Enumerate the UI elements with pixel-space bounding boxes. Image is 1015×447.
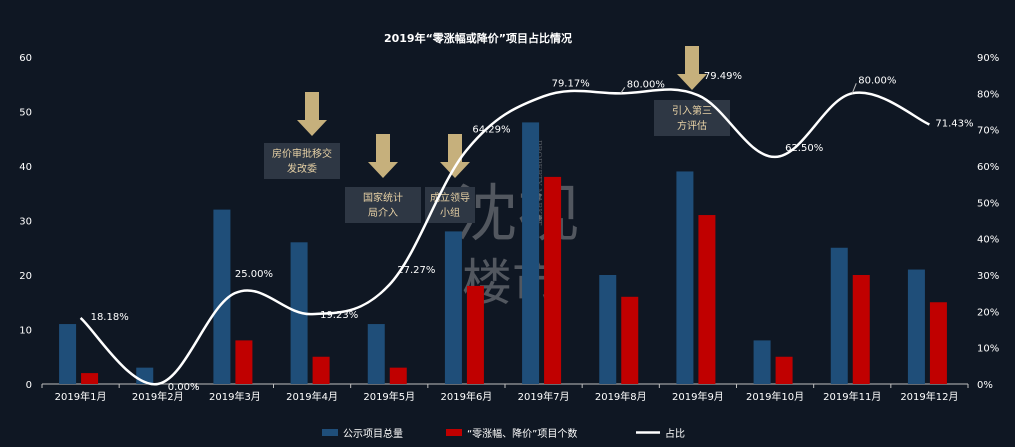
ratio-data-label: 80.00% <box>858 75 896 86</box>
y-left-tick-label: 60 <box>19 53 32 64</box>
annotation-text: 局介入 <box>368 207 398 219</box>
y-right-tick-label: 50% <box>977 198 999 209</box>
x-tick-label: 2019年11月 <box>823 390 881 403</box>
y-right-tick-label: 20% <box>977 307 999 318</box>
chart-title: 2019年“零涨幅或降价”项目占比情况 <box>384 31 572 45</box>
bar-zero-or-down <box>235 340 253 384</box>
ratio-data-label: 62.50% <box>785 143 823 154</box>
ratio-data-label: 79.17% <box>552 78 590 89</box>
x-tick-label: 2019年7月 <box>518 390 570 403</box>
x-tick-label: 2019年8月 <box>595 390 647 403</box>
legend-label-zero-or-down: “零涨幅、降价”项目个数 <box>467 427 577 440</box>
bar-total <box>522 122 540 385</box>
annotation-text: 发改委 <box>287 162 317 175</box>
y-left-tick-label: 30 <box>19 217 32 228</box>
ratio-line <box>79 88 930 386</box>
y-left-tick-label: 50 <box>19 108 32 119</box>
annotation-text: 引入第三 <box>672 104 712 117</box>
bar-total <box>444 231 462 384</box>
bar-zero-or-down <box>389 367 407 384</box>
label-leader-line <box>851 83 857 94</box>
y-right-tick-label: 90% <box>977 53 999 64</box>
annotation-box <box>345 187 421 223</box>
bar-zero-or-down <box>621 296 639 384</box>
bar-total <box>676 171 694 384</box>
down-arrow-icon <box>297 92 327 136</box>
y-right-tick-label: 40% <box>977 235 999 246</box>
ratio-data-label: 25.00% <box>235 269 273 280</box>
bar-total <box>59 324 77 384</box>
y-right-tick-label: 30% <box>977 271 999 282</box>
bar-zero-or-down <box>775 356 793 384</box>
y-right-tick-label: 10% <box>977 344 999 355</box>
annotation-box <box>264 143 340 179</box>
annotation-text: 国家统计 <box>363 191 403 204</box>
x-tick-label: 2019年1月 <box>55 390 107 403</box>
ratio-data-label: 0.00% <box>168 382 200 393</box>
annotation-text: 房价审批移交 <box>272 147 332 160</box>
annotation-box <box>654 100 730 136</box>
legend-swatch-total <box>322 429 338 436</box>
x-tick-label: 2019年3月 <box>209 390 261 403</box>
down-arrow-icon <box>677 46 707 90</box>
bar-zero-or-down <box>929 302 947 384</box>
bar-total <box>599 275 617 384</box>
ratio-data-label: 18.18% <box>91 312 129 323</box>
y-left-tick-label: 10 <box>19 326 32 337</box>
x-tick-label: 2019年10月 <box>746 390 804 403</box>
bar-zero-or-down <box>698 215 716 384</box>
bar-zero-or-down <box>81 373 99 384</box>
ratio-data-label: 27.27% <box>397 265 435 276</box>
y-left-tick-label: 40 <box>19 162 32 173</box>
bar-total <box>830 247 848 384</box>
bar-zero-or-down <box>852 275 870 384</box>
down-arrow-icon <box>440 134 470 178</box>
down-arrow-icon <box>368 134 398 178</box>
ratio-data-label: 79.49% <box>704 71 742 82</box>
ratio-data-label: 19.23% <box>320 310 358 321</box>
y-right-tick-label: 80% <box>977 89 999 100</box>
annotation-box <box>425 187 475 223</box>
bar-total <box>213 209 231 384</box>
label-leader-line <box>620 87 626 94</box>
legend-label-ratio: 占比 <box>665 427 685 440</box>
bar-zero-or-down <box>466 285 484 384</box>
legend-label-total: 公示项目总量 <box>343 427 403 440</box>
bar-total <box>753 340 771 384</box>
x-tick-label: 2019年4月 <box>286 390 338 403</box>
ratio-data-label: 71.43% <box>935 118 973 129</box>
annotation-text: 方评估 <box>677 119 707 132</box>
x-tick-label: 2019年9月 <box>672 390 724 403</box>
bar-total <box>907 269 925 384</box>
bar-total <box>367 324 385 384</box>
y-left-tick-label: 20 <box>19 271 32 282</box>
annotation-text: 小组 <box>440 206 460 219</box>
ratio-data-label: 80.00% <box>627 79 665 90</box>
x-tick-label: 2019年5月 <box>363 390 415 403</box>
ratio-data-label: 64.29% <box>472 124 510 135</box>
bar-zero-or-down <box>312 356 330 384</box>
x-tick-label: 2019年2月 <box>132 390 184 403</box>
y-right-tick-label: 0% <box>977 380 993 391</box>
x-tick-label: 2019年6月 <box>441 390 493 403</box>
x-tick-label: 2019年12月 <box>900 390 958 403</box>
bar-zero-or-down <box>544 176 562 384</box>
legend: 公示项目总量 “零涨幅、降价”项目个数 占比 <box>322 427 685 440</box>
y-right-tick-label: 70% <box>977 126 999 137</box>
y-left-tick-label: 0 <box>26 380 32 391</box>
y-right-tick-label: 60% <box>977 162 999 173</box>
legend-swatch-zero-or-down <box>446 429 462 436</box>
